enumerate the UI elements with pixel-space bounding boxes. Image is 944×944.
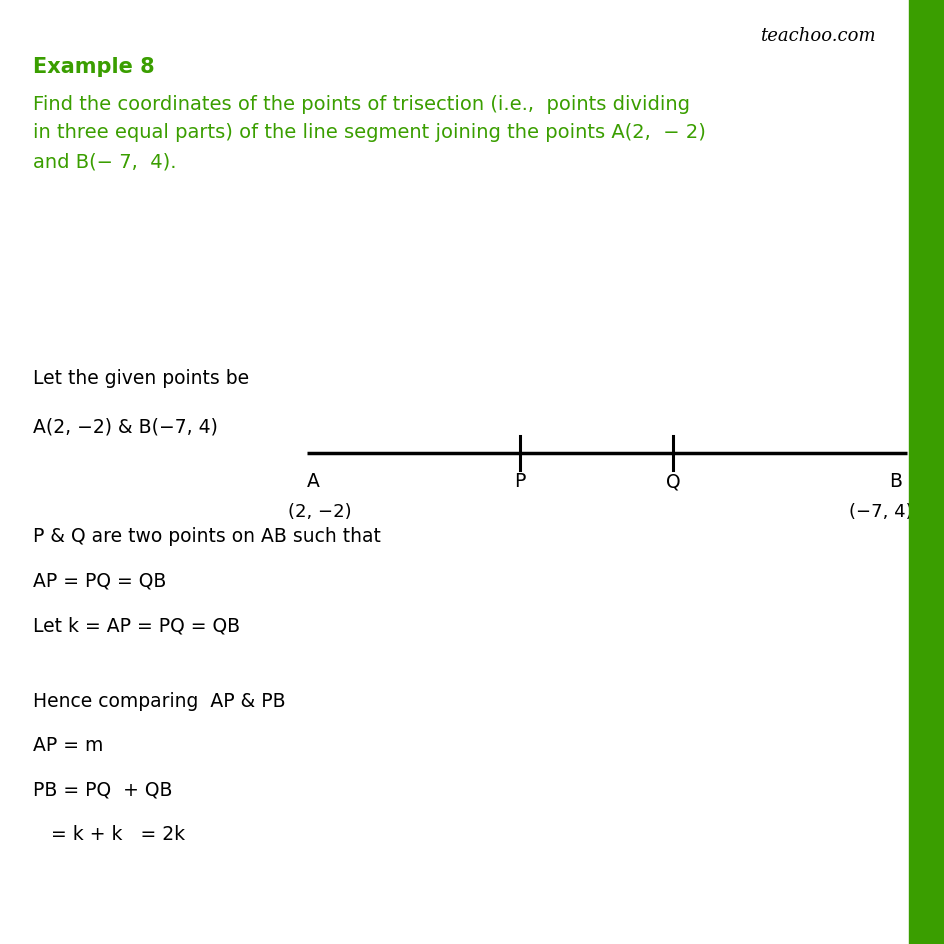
Text: AP = PQ = QB: AP = PQ = QB — [33, 571, 166, 590]
Text: Q: Q — [665, 472, 680, 491]
Bar — [908, 0, 944, 944]
Text: Example 8: Example 8 — [33, 57, 155, 76]
Text: A(2, −2) & B(−7, 4): A(2, −2) & B(−7, 4) — [33, 417, 218, 436]
Text: B: B — [888, 472, 902, 491]
Text: Find the coordinates of the points of trisection (i.e.,  points dividing
in thre: Find the coordinates of the points of tr… — [33, 94, 705, 171]
Text: P: P — [514, 472, 525, 491]
Text: teachoo.com: teachoo.com — [759, 26, 874, 45]
Text: PB = PQ  + QB: PB = PQ + QB — [33, 780, 173, 799]
Text: Hence comparing  AP & PB: Hence comparing AP & PB — [33, 691, 285, 710]
Text: Let the given points be: Let the given points be — [33, 368, 249, 387]
Text: A: A — [307, 472, 320, 491]
Text: P & Q are two points on AB such that: P & Q are two points on AB such that — [33, 527, 380, 546]
Text: (−7, 4): (−7, 4) — [848, 502, 911, 520]
Text: Let k = AP = PQ = QB: Let k = AP = PQ = QB — [33, 615, 240, 634]
Text: (2, −2): (2, −2) — [287, 502, 351, 520]
Text: AP = m: AP = m — [33, 735, 103, 754]
Text: = k + k   = 2k: = k + k = 2k — [33, 824, 185, 843]
